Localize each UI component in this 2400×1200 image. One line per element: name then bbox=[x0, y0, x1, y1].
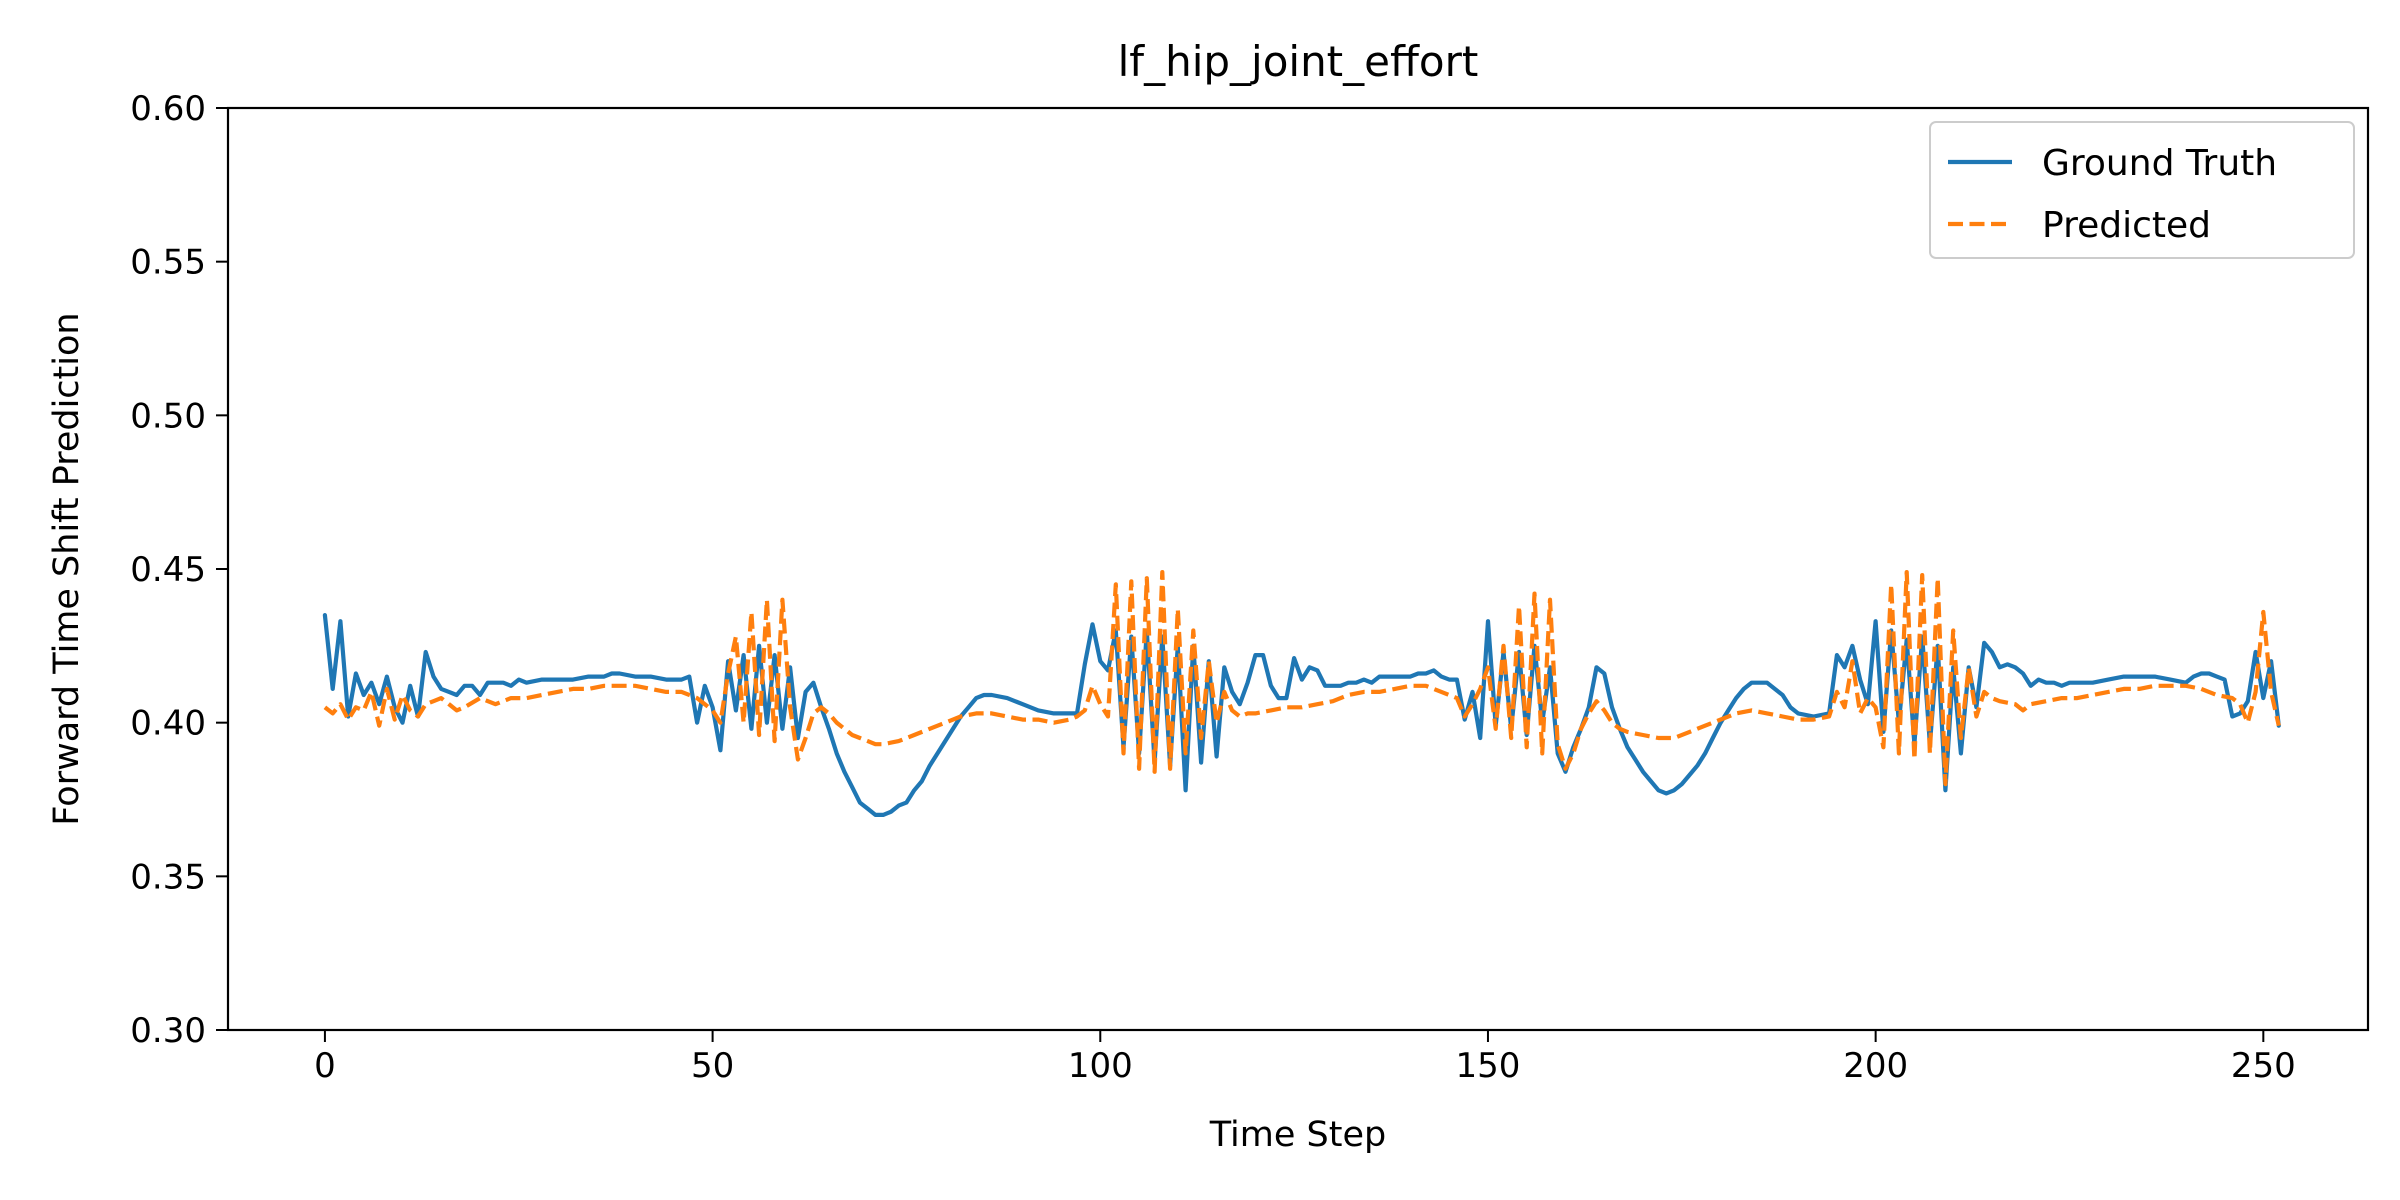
x-tick-label: 200 bbox=[1843, 1046, 1908, 1086]
y-axis: 0.30 0.35 0.40 0.45 0.50 0.55 0.60 bbox=[130, 89, 228, 1051]
y-tick-label: 0.35 bbox=[130, 857, 206, 897]
y-tick-label: 0.50 bbox=[130, 396, 206, 436]
y-axis-label: Forward Time Shift Prediction bbox=[47, 312, 87, 825]
x-tick-label: 0 bbox=[314, 1046, 336, 1086]
series-line-predicted bbox=[323, 570, 2281, 787]
legend-label-predicted: Predicted bbox=[2042, 205, 2211, 246]
chart-title: lf_hip_joint_effort bbox=[1118, 37, 1479, 86]
x-tick-label: 50 bbox=[691, 1046, 734, 1086]
legend: Ground Truth Predicted bbox=[1929, 121, 2355, 259]
x-tick-label: 150 bbox=[1456, 1046, 1521, 1086]
x-axis: 0 50 100 150 200 250 bbox=[314, 1030, 2296, 1086]
legend-label-ground-truth: Ground Truth bbox=[2042, 143, 2277, 184]
y-tick-label: 0.30 bbox=[130, 1011, 206, 1051]
x-axis-label: Time Step bbox=[1209, 1115, 1386, 1155]
y-tick-label: 0.60 bbox=[130, 89, 206, 129]
y-tick-label: 0.55 bbox=[130, 243, 206, 283]
x-tick-label: 100 bbox=[1068, 1046, 1133, 1086]
x-tick-label: 250 bbox=[2231, 1046, 2296, 1086]
y-tick-label: 0.40 bbox=[130, 704, 206, 744]
y-tick-label: 0.45 bbox=[130, 550, 206, 590]
legend-box bbox=[1929, 121, 2355, 259]
